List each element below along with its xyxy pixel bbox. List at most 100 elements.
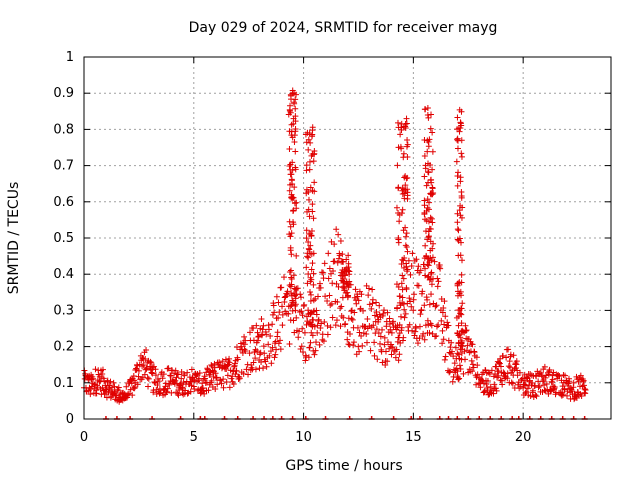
data-point xyxy=(123,383,130,390)
data-point xyxy=(288,230,295,237)
data-point xyxy=(371,339,378,346)
data-point xyxy=(273,293,280,300)
data-point xyxy=(307,311,314,318)
data-point xyxy=(172,367,179,374)
data-point xyxy=(344,289,351,296)
data-point xyxy=(341,285,348,292)
data-point xyxy=(459,257,466,264)
data-point xyxy=(337,323,344,330)
data-point xyxy=(347,330,354,337)
data-point xyxy=(324,322,331,329)
data-point xyxy=(371,312,378,319)
data-point xyxy=(141,371,148,378)
data-point xyxy=(360,307,367,314)
data-point xyxy=(543,381,550,388)
data-point xyxy=(309,133,316,140)
data-point xyxy=(458,192,465,199)
data-point xyxy=(504,370,511,377)
data-point xyxy=(184,369,191,376)
data-point xyxy=(292,307,299,314)
data-point xyxy=(424,255,431,262)
data-point xyxy=(402,182,409,189)
data-point xyxy=(145,375,152,382)
data-point xyxy=(388,329,395,336)
data-point xyxy=(312,347,319,354)
data-point xyxy=(539,373,546,380)
data-point xyxy=(530,387,537,394)
data-point xyxy=(400,275,407,282)
data-point xyxy=(217,376,224,383)
data-point xyxy=(396,351,403,358)
data-point xyxy=(503,354,510,361)
data-point xyxy=(349,316,356,323)
data-point xyxy=(93,390,100,397)
data-point xyxy=(269,344,276,351)
data-point xyxy=(292,164,299,171)
data-point xyxy=(424,196,431,203)
data-point xyxy=(458,311,465,318)
data-point xyxy=(379,326,386,333)
data-point xyxy=(458,279,465,286)
data-point xyxy=(213,374,220,381)
data-point xyxy=(275,299,282,306)
data-point xyxy=(325,275,332,282)
data-point xyxy=(457,288,464,295)
data-point xyxy=(287,303,294,310)
data-point xyxy=(316,280,323,287)
data-point xyxy=(421,173,428,180)
data-point xyxy=(311,179,318,186)
data-point xyxy=(433,323,440,330)
data-point xyxy=(377,333,384,340)
data-point xyxy=(434,283,441,290)
x-tick-label: 10 xyxy=(295,430,312,445)
data-point xyxy=(424,112,431,119)
data-point xyxy=(369,286,376,293)
data-point xyxy=(279,303,286,310)
data-point xyxy=(429,148,436,155)
data-point xyxy=(252,366,259,373)
data-point xyxy=(404,141,411,148)
data-point xyxy=(262,358,269,365)
data-point xyxy=(428,322,435,329)
data-point xyxy=(448,348,455,355)
data-point xyxy=(305,271,312,278)
data-point xyxy=(406,295,413,302)
data-point xyxy=(582,386,589,393)
data-point xyxy=(124,391,131,398)
plot-frame xyxy=(83,56,612,420)
data-point xyxy=(343,256,350,263)
data-point xyxy=(174,390,181,397)
data-point xyxy=(424,137,431,144)
data-point xyxy=(310,250,317,257)
data-point xyxy=(388,351,395,358)
data-point xyxy=(474,362,481,369)
data-point xyxy=(447,344,454,351)
data-point xyxy=(416,335,423,342)
data-point xyxy=(427,254,434,261)
data-point xyxy=(327,302,334,309)
data-point xyxy=(417,311,424,318)
data-point xyxy=(458,153,465,160)
data-point xyxy=(307,339,314,346)
data-point xyxy=(307,278,314,285)
data-point xyxy=(435,278,442,285)
data-point xyxy=(313,339,320,346)
data-point xyxy=(431,333,438,340)
data-point xyxy=(454,145,461,152)
data-point xyxy=(469,341,476,348)
data-point xyxy=(124,394,131,401)
data-point xyxy=(277,346,284,353)
data-point xyxy=(437,265,444,272)
data-point xyxy=(99,371,106,378)
data-point xyxy=(373,308,380,315)
data-point xyxy=(309,124,316,131)
data-point xyxy=(394,304,401,311)
data-point xyxy=(154,381,161,388)
data-point xyxy=(373,299,380,306)
data-point xyxy=(296,308,303,315)
data-point xyxy=(307,291,314,298)
data-point xyxy=(469,368,476,375)
data-point xyxy=(400,264,407,271)
data-point xyxy=(373,326,380,333)
data-point xyxy=(226,384,233,391)
